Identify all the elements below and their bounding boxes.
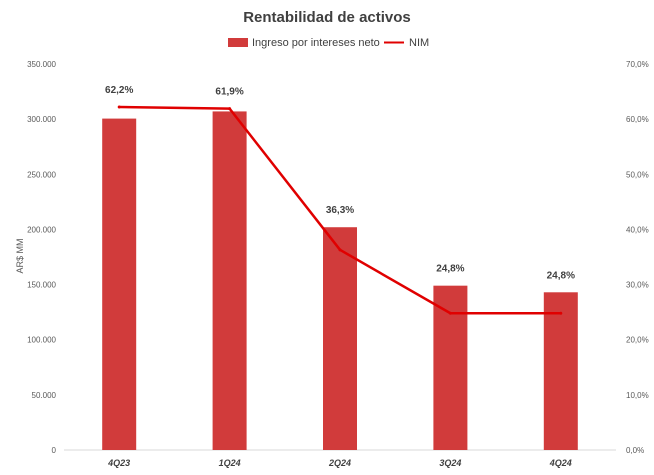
- y-tick-label: 100.000: [27, 336, 56, 345]
- nim-line-layer: 62,2% 61,9% 36,3% 24,8% 24,8%: [105, 85, 575, 315]
- nim-point: [448, 311, 452, 315]
- y-tick-label: 0: [52, 446, 57, 455]
- legend-label-bar: Ingreso por intereses neto: [252, 37, 380, 49]
- y2-tick-label: 0,0%: [626, 446, 644, 455]
- x-tick-label: 4Q24: [549, 458, 572, 468]
- y2-tick-label: 20,0%: [626, 336, 649, 345]
- bars: [102, 111, 578, 451]
- nim-point: [559, 311, 563, 315]
- bar-2q24: [323, 227, 357, 450]
- nim-point: [338, 248, 342, 252]
- y-tick-label: 200.000: [27, 225, 56, 234]
- nim-data-label: 62,2%: [105, 85, 133, 96]
- y-axis-ticks: 0 50.000 100.000 150.000 200.000 250.000 300.0…: [27, 60, 56, 455]
- bar-4q23: [102, 118, 137, 450]
- y2-tick-label: 70,0%: [626, 60, 649, 69]
- y-tick-label: 300.000: [27, 115, 56, 124]
- legend-swatch-bar: [228, 38, 248, 47]
- y-tick-label: 350.000: [27, 60, 56, 69]
- x-tick-label: 1Q24: [219, 458, 241, 468]
- x-tick-label: 4Q23: [107, 458, 130, 468]
- bar-1q24: [212, 111, 247, 451]
- legend-label-line: NIM: [409, 37, 429, 49]
- nim-data-label: 24,8%: [547, 270, 575, 281]
- bar-4q24: [543, 292, 578, 450]
- chart-title: Rentabilidad de activos: [243, 9, 411, 26]
- x-tick-label: 2Q24: [328, 458, 351, 468]
- y2-tick-label: 40,0%: [626, 225, 649, 234]
- x-axis-ticks: 4Q23 1Q24 2Q24 3Q24 4Q24: [107, 458, 572, 468]
- y2-axis-ticks: 0,0% 10,0% 20,0% 30,0% 40,0% 50,0% 60,0% 70,0%: [626, 60, 649, 455]
- y-tick-label: 50.000: [32, 391, 57, 400]
- nim-point: [228, 107, 232, 111]
- y-tick-label: 250.000: [27, 170, 56, 179]
- y-axis-label: AR$ MM: [15, 238, 25, 273]
- nim-data-label: 61,9%: [215, 87, 243, 98]
- x-tick-label: 3Q24: [439, 458, 461, 468]
- y2-tick-label: 30,0%: [626, 281, 649, 290]
- y2-tick-label: 10,0%: [626, 391, 649, 400]
- nim-point: [117, 105, 121, 109]
- bar-3q24: [433, 285, 468, 450]
- y-tick-label: 150.000: [27, 281, 56, 290]
- legend: Ingreso por intereses neto NIM: [228, 37, 429, 49]
- nim-data-label: 36,3%: [326, 205, 354, 216]
- nim-data-label: 24,8%: [436, 264, 464, 275]
- y2-tick-label: 60,0%: [626, 115, 649, 124]
- y2-tick-label: 50,0%: [626, 170, 649, 179]
